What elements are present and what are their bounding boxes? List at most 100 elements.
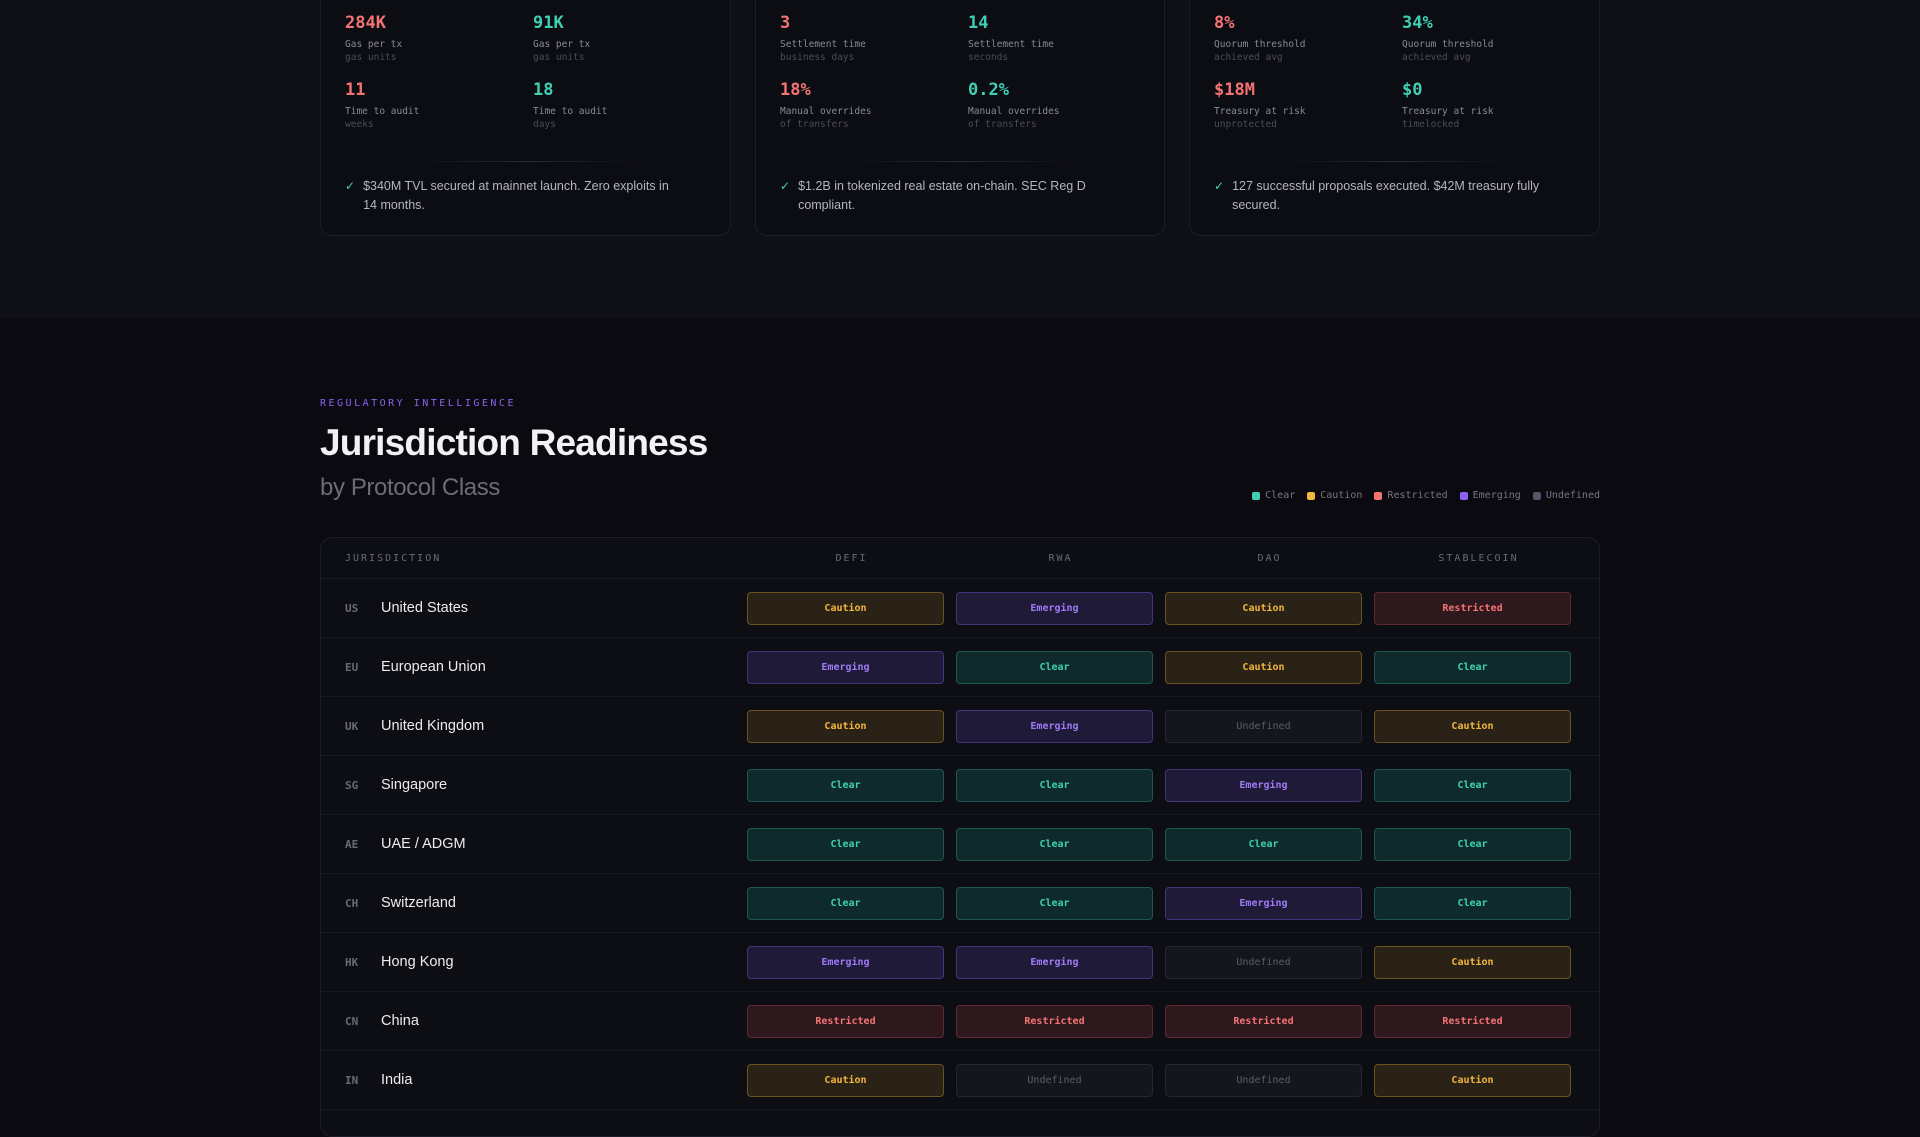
table-row[interactable]: CN China Restricted Restricted Restricted Res… [321,992,1599,1051]
status-badge[interactable]: Clear [956,650,1153,684]
table-row[interactable]: CH Switzerland Clear Clear Emerging Clear [321,874,1599,933]
jurisdiction-cell: US United States [321,600,747,616]
status-badge[interactable]: Emerging [956,709,1153,743]
status-badge[interactable]: Undefined [1165,709,1362,743]
status-badge[interactable]: Clear [1374,886,1571,920]
table-row[interactable]: IN India Caution Undefined Undefined Caution [321,1051,1599,1110]
stat-after: 18 Time to audit days [533,80,607,131]
checkmark-icon: ✓ [780,179,791,193]
status-badge[interactable]: Clear [956,827,1153,861]
status-badge[interactable]: Caution [1165,650,1362,684]
table-row[interactable]: UK United Kingdom Caution Emerging Undefined… [321,697,1599,756]
stat-unit: of transfers [780,119,849,130]
legend-label: Caution [1320,490,1363,501]
jurisdiction-cell: HK Hong Kong [321,954,747,970]
stat-before: 11 Time to audit weeks [345,80,419,131]
status-badge[interactable]: Emerging [956,591,1153,625]
status-badge[interactable]: Undefined [1165,945,1362,979]
status-cells: Emerging Clear Caution Clear [747,650,1571,684]
legend-swatch [1374,491,1383,500]
status-badge[interactable]: Clear [747,827,944,861]
jurisdiction-cell: EU European Union [321,659,747,675]
legend-label: Emerging [1472,490,1521,501]
stat-unit: achieved avg [1214,52,1283,63]
status-badge[interactable]: Clear [1374,650,1571,684]
status-badge[interactable]: Restricted [1374,591,1571,625]
status-badge[interactable]: Clear [956,886,1153,920]
jurisdiction-name: UAE / ADGM [381,836,466,852]
section-title: Jurisdiction Readiness [320,422,708,463]
status-badge[interactable]: Emerging [956,945,1153,979]
legend-swatch [1532,491,1541,500]
status-cells: Clear Clear Emerging Clear [747,886,1571,920]
status-badge[interactable]: Caution [1374,709,1571,743]
card-divider [1280,161,1510,162]
table-body: US United States Caution Emerging Caution Res… [321,579,1599,1110]
card-divider [846,161,1076,162]
section-subtitle: by Protocol Class [320,474,500,501]
case-study-card-1: 284K Gas per tx gas units 91K Gas per tx… [320,0,731,236]
stat-label: Manual overrides [780,106,872,117]
status-badge[interactable]: Clear [956,768,1153,802]
status-badge[interactable]: Restricted [1165,1004,1362,1038]
stat-label: Settlement time [780,39,866,50]
status-cells: Caution Emerging Undefined Caution [747,709,1571,743]
status-badge[interactable]: Restricted [747,1004,944,1038]
jurisdiction-cell: UK United Kingdom [321,718,747,734]
status-badge[interactable]: Clear [747,886,944,920]
status-badge[interactable]: Caution [747,591,944,625]
column-header-dao: DAO [1257,552,1282,564]
stat-after: 34% Quorum threshold achieved avg [1402,13,1494,64]
column-header-jurisdiction: JURISDICTION [345,552,442,564]
stat-before: 8% Quorum threshold achieved avg [1214,13,1306,64]
stat-label: Treasury at risk [1214,106,1306,117]
status-badge[interactable]: Clear [1374,768,1571,802]
stat-before: 18% Manual overrides of transfers [780,80,872,131]
table-row[interactable]: US United States Caution Emerging Caution Res… [321,579,1599,638]
table-row[interactable]: HK Hong Kong Emerging Emerging Undefined Caut… [321,933,1599,992]
table-row[interactable]: EU European Union Emerging Clear Caution Clea… [321,638,1599,697]
status-badge[interactable]: Caution [1374,1063,1571,1097]
jurisdiction-name: Singapore [381,777,448,793]
checkmark-icon: ✓ [1214,179,1225,193]
status-badge[interactable]: Caution [1374,945,1571,979]
status-badge[interactable]: Undefined [956,1063,1153,1097]
status-badge[interactable]: Caution [747,709,944,743]
status-badge[interactable]: Restricted [1374,1004,1571,1038]
table-header: JURISDICTION DEFI RWA DAO STABLECOIN [321,538,1599,579]
legend-item-restricted: Restricted [1374,490,1448,501]
table-row[interactable]: AE UAE / ADGM Clear Clear Clear Clear [321,815,1599,874]
stat-after: 91K Gas per tx gas units [533,13,590,64]
status-badge[interactable]: Caution [1165,591,1362,625]
stat-unit: business days [780,52,855,63]
status-badge[interactable]: Clear [747,768,944,802]
status-badge[interactable]: Clear [1165,827,1362,861]
status-badge[interactable]: Emerging [747,945,944,979]
stat-value: 284K [345,13,386,33]
stat-before: 284K Gas per tx gas units [345,13,402,64]
status-badge[interactable]: Restricted [956,1004,1153,1038]
case-studies-section: 284K Gas per tx gas units 91K Gas per tx… [0,0,1920,318]
legend-item-emerging: Emerging [1459,490,1521,501]
stat-value: 14 [968,13,989,33]
stat-label: Treasury at risk [1402,106,1494,117]
stat-before: $18M Treasury at risk unprotected [1214,80,1306,131]
legend-swatch [1459,491,1468,500]
status-badge[interactable]: Clear [1374,827,1571,861]
status-cells: Caution Undefined Undefined Caution [747,1063,1571,1097]
column-header-defi: DEFI [835,552,868,564]
stat-label: Time to audit [533,106,608,117]
stat-after: 0.2% Manual overrides of transfers [968,80,1060,131]
status-badge[interactable]: Emerging [747,650,944,684]
jurisdiction-name: European Union [381,659,486,675]
status-badge[interactable]: Undefined [1165,1063,1362,1097]
table-row[interactable]: SG Singapore Clear Clear Emerging Clear [321,756,1599,815]
stat-unit: timelocked [1402,119,1460,130]
legend-item-caution: Caution [1307,490,1362,501]
status-badge[interactable]: Caution [747,1063,944,1097]
stat-label: Settlement time [968,39,1054,50]
outcome-text: $340M TVL secured at mainnet launch. Zer… [363,179,669,212]
status-badge[interactable]: Emerging [1165,886,1362,920]
status-badge[interactable]: Emerging [1165,768,1362,802]
stat-label: Time to audit [345,106,420,117]
